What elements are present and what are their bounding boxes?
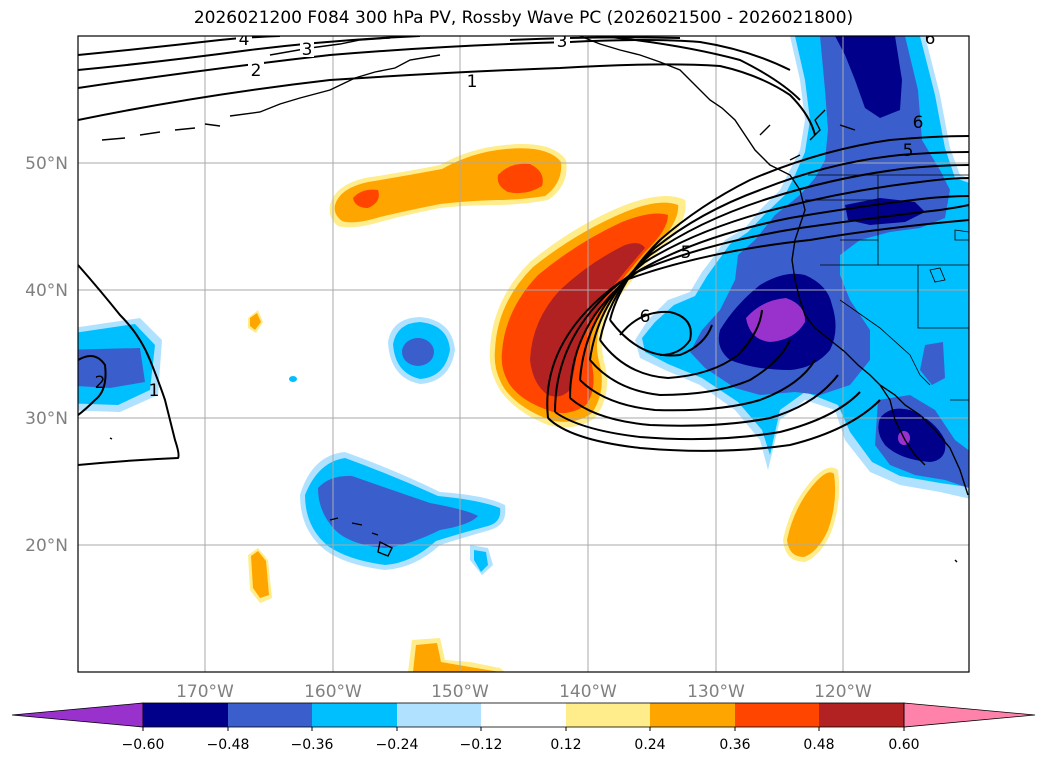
colorbar-tick-label: −0.12 (460, 737, 503, 753)
contour-label: 1 (467, 72, 478, 92)
graticule (78, 36, 969, 672)
contour-label: 2 (95, 373, 106, 393)
colorbar-segment (566, 703, 650, 727)
colorbar-tick-label: −0.36 (291, 737, 334, 753)
colorbar-segment (819, 703, 904, 727)
colorbar-tick-label: −0.48 (207, 737, 250, 753)
lon-label: 120°W (814, 682, 872, 702)
coastlines (101, 36, 969, 563)
colorbar-segment (312, 703, 397, 727)
colorbar-tick-label: −0.60 (122, 737, 165, 753)
colorbar-tick-label: 0.36 (719, 737, 750, 753)
rossby-wave-contours (78, 36, 969, 466)
colorbar: −0.60 −0.48 −0.36 −0.24 −0.12 0.12 0.24 … (11, 702, 1036, 753)
contour-label: 6 (925, 29, 936, 49)
lon-label: 140°W (559, 682, 617, 702)
contour-label: 4 (239, 30, 250, 50)
contour-label: 2 (251, 61, 262, 81)
contour-label: 1 (149, 381, 160, 401)
colorbar-segment (397, 703, 481, 727)
contour-label: 6 (913, 113, 924, 133)
colorbar-segment (143, 703, 228, 727)
colorbar-extend-max (903, 702, 1036, 728)
lat-label: 40°N (25, 281, 68, 301)
lat-label: 20°N (25, 536, 68, 556)
contour-label: 3 (557, 32, 568, 52)
lon-label: 150°W (431, 682, 489, 702)
negative-pv-anomaly-fills (78, 36, 969, 575)
colorbar-tick-label: 0.48 (803, 737, 834, 753)
lat-label: 30°N (25, 409, 68, 429)
colorbar-segment (228, 703, 312, 727)
colorbar-tick-label: −0.24 (376, 737, 419, 753)
colorbar-tick-label: 0.12 (550, 737, 581, 753)
contour-label: 5 (681, 243, 692, 263)
contour-label: 6 (640, 307, 651, 327)
map-panel: 4 3 2 1 3 5 6 6 5 1 2 6 (77, 29, 970, 673)
lon-label: 160°W (304, 682, 362, 702)
lon-label: 130°W (687, 682, 745, 702)
contour-label: 3 (302, 40, 313, 60)
colorbar-segment (650, 703, 735, 727)
lat-label: 50°N (25, 154, 68, 174)
contour-label: 5 (903, 141, 914, 161)
colorbar-segment (735, 703, 819, 727)
map-title: 2026021200 F084 300 hPa PV, Rossby Wave … (193, 8, 854, 28)
longitude-labels: 170°W 160°W 150°W 140°W 130°W 120°W (176, 682, 872, 702)
colorbar-tick-label: 0.24 (634, 737, 665, 753)
contour-labels: 4 3 2 1 3 5 6 6 5 1 2 6 (95, 29, 936, 401)
colorbar-tick-label: 0.60 (888, 737, 919, 753)
colorbar-segment (481, 703, 566, 727)
latitude-labels: 50°N 40°N 30°N 20°N (25, 154, 68, 556)
colorbar-extend-min (11, 702, 144, 728)
lon-label: 170°W (176, 682, 234, 702)
